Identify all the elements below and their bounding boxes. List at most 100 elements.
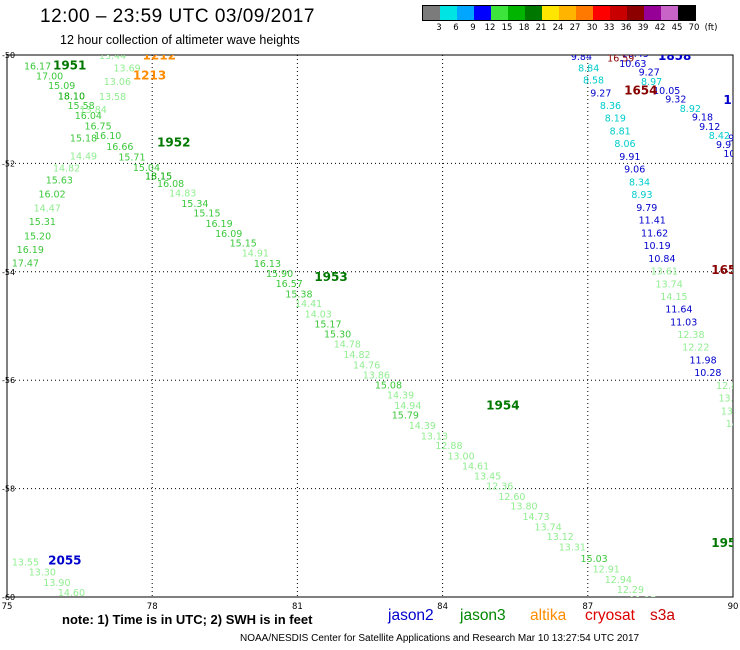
- time-label: 1213: [133, 68, 166, 82]
- wave-height-label: 15.03: [581, 554, 608, 565]
- wave-height-label: 10.45: [622, 49, 649, 60]
- wave-height-label: 14.60: [58, 588, 85, 599]
- wave-height-label: 14.47: [34, 204, 61, 215]
- wave-height-label: 12.27: [629, 596, 656, 607]
- wave-height-label: 8.84: [578, 63, 599, 74]
- wave-height-label: 18.10: [58, 91, 85, 102]
- legend-cryosat: cryosat: [585, 607, 635, 624]
- scale-label: 18: [518, 23, 530, 33]
- plot-frame: [6, 54, 734, 598]
- wave-height-label: 11.98: [689, 355, 716, 366]
- scale-swatch: [474, 6, 491, 20]
- scale-label: 36: [620, 23, 632, 33]
- wave-height-label: 13.84: [80, 105, 107, 116]
- wave-height-label: 11.41: [639, 216, 666, 227]
- wave-height-label: 14: [726, 419, 738, 430]
- wave-height-label: 14.91: [242, 249, 269, 260]
- wave-height-label: 16.66: [106, 142, 133, 153]
- wave-height-label: 17.47: [12, 258, 39, 269]
- scale-swatch: [627, 6, 644, 20]
- scale-swatch: [593, 6, 610, 20]
- scale-swatch: [423, 6, 440, 20]
- x-tick-label: 87: [582, 602, 593, 612]
- wave-height-label: 11.64: [665, 304, 692, 315]
- wave-height-label: 12.91: [593, 565, 620, 576]
- scale-label: 21: [535, 23, 547, 33]
- scale-swatch: [576, 6, 593, 20]
- wave-height-label: 15.38: [285, 289, 312, 300]
- wave-height-label: 14.15: [660, 292, 687, 303]
- scale-swatch: [644, 6, 661, 20]
- wave-height-label: 13.13: [421, 431, 448, 442]
- wave-height-label: 14.41: [295, 299, 322, 310]
- wave-height-label: 9.9: [716, 140, 731, 151]
- wave-height-label: 9.84: [571, 52, 592, 63]
- wave-height-label: 14.39: [409, 421, 436, 432]
- time-label: 1951: [53, 59, 86, 73]
- scale-swatch: [525, 6, 542, 20]
- time-label: 1952: [157, 136, 190, 150]
- scale-swatch: [542, 6, 559, 20]
- wave-height-label: 8.34: [629, 178, 650, 189]
- wave-height-label: 14.03: [305, 309, 332, 320]
- wave-height-label: 13.: [721, 406, 736, 417]
- wave-height-label: 13.74: [535, 522, 562, 533]
- wave-height-label: 14.82: [53, 164, 80, 175]
- scale-swatch: [678, 6, 695, 20]
- wave-height-label: 9.12: [699, 122, 720, 133]
- grid-lines: [7, 55, 733, 597]
- wave-height-label: 15.30: [324, 329, 351, 340]
- x-tick-labels: 75 78 81 84 87 90: [2, 602, 739, 612]
- wave-height-label: 14.61: [462, 462, 489, 473]
- scale-label: 39: [637, 23, 649, 33]
- wave-height-label: 15.18: [70, 134, 97, 145]
- wave-height-label: 16.08: [157, 179, 184, 190]
- wave-height-label: 16.04: [75, 111, 102, 122]
- wave-height-label: 9.5: [728, 134, 740, 145]
- x-tick-label: 75: [2, 602, 13, 612]
- y-tick-label: -56: [2, 376, 15, 385]
- time-label: 2055: [48, 553, 81, 567]
- scale-swatch: [559, 6, 576, 20]
- chart-subtitle: 12 hour collection of altimeter wave hei…: [60, 33, 300, 47]
- scale-label: 30: [586, 23, 598, 33]
- wave-height-label: 16.57: [276, 279, 303, 290]
- x-tick-label: 78: [147, 602, 158, 612]
- wave-height-label: 16.09: [215, 229, 242, 240]
- y-tick-label: -52: [2, 159, 15, 168]
- wave-height-label: 13.30: [29, 567, 56, 578]
- x-tick-label: 84: [437, 602, 448, 612]
- wave-height-label: 8.97: [641, 77, 662, 88]
- time-label: 1653: [711, 263, 740, 277]
- legend-jason3: jason3: [460, 607, 506, 624]
- scale-label: 9: [470, 23, 476, 33]
- wave-height-label: 15.17: [314, 320, 341, 331]
- wave-height-label: 8.93: [631, 190, 652, 201]
- time-label: 1654: [624, 84, 657, 98]
- scale-label: 70: [688, 23, 700, 33]
- wave-height-label: 13.58: [99, 92, 126, 103]
- legend-altika: altika: [530, 607, 567, 624]
- scale-label: 15: [501, 23, 513, 33]
- wave-height-label: 13.45: [474, 471, 501, 482]
- scale-label: 27: [569, 23, 581, 33]
- wave-height-label: 15.31: [29, 217, 56, 228]
- wave-height-label: 13.12: [547, 532, 574, 543]
- scale-label: 42: [654, 23, 666, 33]
- wave-height-label: 12.48: [665, 626, 692, 637]
- time-label: 1858: [658, 49, 691, 63]
- wave-height-label: 12.38: [677, 330, 704, 341]
- wave-height-label: 9.32: [665, 95, 686, 106]
- wave-height-label: 13.86: [363, 371, 390, 382]
- wave-height-label: 15.15: [193, 209, 220, 220]
- scale-swatch: [491, 6, 508, 20]
- wave-height-label: 16.13: [254, 259, 281, 270]
- wave-height-label: 15.63: [46, 175, 73, 186]
- chart-title: 12:00 – 23:59 UTC 03/09/2017: [40, 6, 315, 27]
- wave-height-label: 15.20: [24, 231, 51, 242]
- wave-height-label: 10.05: [653, 86, 680, 97]
- wave-height-label: 12.36: [486, 482, 513, 493]
- y-tick-label: -58: [2, 485, 15, 494]
- wave-height-label: 15.08: [375, 380, 402, 391]
